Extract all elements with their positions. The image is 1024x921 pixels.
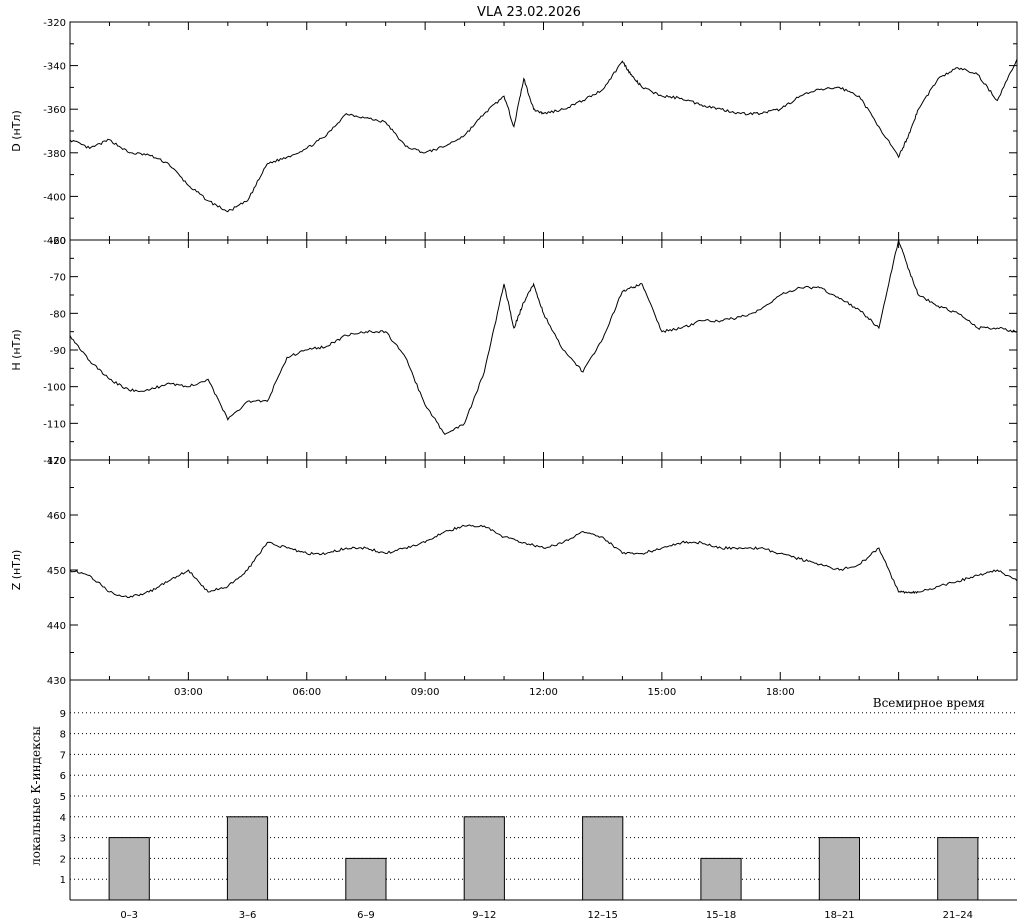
y-tick-label: -70	[50, 273, 66, 284]
k-bar	[818, 837, 860, 901]
k-bar	[345, 857, 387, 901]
series-line	[69, 524, 1018, 598]
y-axis-label: Z (нТл)	[10, 550, 23, 591]
time-tick-label: 03:00	[174, 687, 203, 698]
line-panel-1: -320 -340 -360 -380 -400 -420 D (нТл)	[10, 18, 1018, 247]
y-tick-label: -340	[43, 62, 66, 73]
y-tick-label: -360	[43, 105, 66, 116]
panel-frame	[69, 459, 1018, 681]
time-tick-label: 18:00	[766, 687, 795, 698]
k-category-label: 18–21	[824, 910, 854, 921]
time-axis-label: Всемирное время	[873, 696, 985, 710]
line-panel-2: -60 -70 -80 -90 -100 -110 -120 H (нТл)	[10, 236, 1018, 467]
k-tick-label: 8	[60, 730, 66, 741]
k-tick-label: 7	[60, 750, 66, 761]
panel-frame	[69, 239, 1018, 461]
plots-group: -320 -340 -360 -380 -400 -420 D (нТл) -60 -70 -80…	[10, 18, 1018, 921]
line-panel-3: 470 460 450 440 430 Z (нТл)	[10, 456, 1018, 687]
k-category-label: 9–12	[472, 910, 496, 921]
k-tick-label: 1	[60, 875, 66, 886]
y-tick-label: -110	[43, 419, 66, 430]
panel-frame	[69, 21, 1018, 241]
k-tick-label: 3	[60, 834, 66, 845]
k-tick-label: 4	[60, 813, 66, 824]
y-tick-label: -320	[43, 18, 66, 29]
k-tick-label: 9	[60, 709, 66, 720]
chart-title: VLA 23.02.2026	[477, 5, 581, 20]
y-tick-label: 440	[47, 621, 66, 632]
y-axis-label: H (нТл)	[10, 329, 23, 370]
k-axis-label: локальные К-индексы	[29, 726, 43, 866]
y-tick-label: -60	[50, 236, 66, 247]
series-line	[69, 239, 1018, 435]
y-tick-label: -120	[43, 456, 66, 467]
y-tick-label: 430	[47, 676, 66, 687]
k-category-label: 6–9	[357, 910, 375, 921]
k-tick-label: 5	[60, 792, 66, 803]
k-category-label: 12–15	[587, 910, 617, 921]
k-tick-label: 2	[60, 854, 66, 865]
k-index-panel: 1 2 3 4 5 6 7 8 9 локальные К-индексы 0–3 3–6 6–9 9–1…	[29, 680, 1017, 921]
k-bar	[463, 816, 505, 901]
y-tick-label: -80	[50, 309, 66, 320]
k-bar	[937, 837, 979, 901]
time-tick-label: 15:00	[647, 687, 676, 698]
k-bar	[700, 857, 742, 901]
k-bar	[226, 816, 269, 901]
k-category-label: 3–6	[239, 910, 257, 921]
k-category-label: 15–18	[706, 910, 736, 921]
y-tick-label: -90	[50, 346, 66, 357]
y-tick-label: -100	[43, 383, 66, 394]
y-tick-label: -380	[43, 149, 66, 160]
y-tick-label: 450	[47, 566, 66, 577]
y-tick-label: 470	[47, 456, 66, 467]
k-tick-label: 6	[60, 771, 66, 782]
k-bar	[108, 837, 150, 901]
time-tick-label: 12:00	[529, 687, 558, 698]
series-line	[69, 58, 1018, 213]
y-axis-label: D (нТл)	[10, 110, 23, 152]
time-tick-label: 06:00	[292, 687, 321, 698]
y-tick-label: -400	[43, 192, 66, 203]
k-category-label: 21–24	[943, 910, 973, 921]
y-tick-label: -420	[43, 236, 66, 247]
k-bar	[582, 816, 624, 901]
time-tick-label: 09:00	[411, 687, 440, 698]
k-category-label: 0–3	[120, 910, 138, 921]
y-tick-label: 460	[47, 511, 66, 522]
